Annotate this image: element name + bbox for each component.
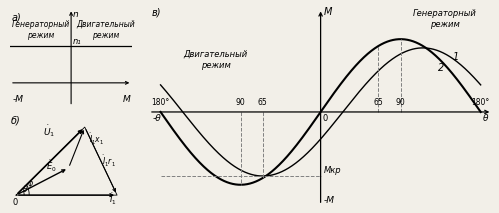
Text: Мкр: Мкр <box>324 166 342 175</box>
Text: М: М <box>122 95 130 104</box>
Text: $\dot{U}_1$: $\dot{U}_1$ <box>43 123 55 139</box>
Text: Двигательный
режим: Двигательный режим <box>184 49 248 70</box>
Text: М: М <box>323 7 332 17</box>
Text: θ: θ <box>22 185 27 194</box>
Text: $\dot{E}_0$: $\dot{E}_0$ <box>46 159 57 174</box>
Text: -М: -М <box>13 95 24 104</box>
Text: 90: 90 <box>396 98 406 107</box>
Text: $\dot{I}_1 r_1$: $\dot{I}_1 r_1$ <box>102 153 116 169</box>
Text: 2: 2 <box>438 63 444 73</box>
Text: Генераторный
режим: Генераторный режим <box>413 9 477 29</box>
Text: в): в) <box>152 7 161 17</box>
Text: Генераторный
режим: Генераторный режим <box>11 20 70 40</box>
Text: 1: 1 <box>452 52 459 62</box>
Text: -М: -М <box>323 196 334 205</box>
Text: $\dot{I}_1 x_1$: $\dot{I}_1 x_1$ <box>89 132 104 147</box>
Text: φ: φ <box>27 179 32 188</box>
Text: 180°: 180° <box>151 98 170 107</box>
Text: 0: 0 <box>12 198 17 207</box>
Text: -θ: -θ <box>153 114 161 123</box>
Text: 65: 65 <box>258 98 267 107</box>
Text: θ: θ <box>483 114 488 123</box>
Text: а): а) <box>12 13 21 23</box>
Text: n₁: n₁ <box>73 37 81 46</box>
Text: 0: 0 <box>322 114 328 123</box>
Text: n: n <box>72 10 78 19</box>
Text: 65: 65 <box>374 98 383 107</box>
Text: $\dot{I}_1$: $\dot{I}_1$ <box>109 191 117 207</box>
Text: б): б) <box>11 115 21 125</box>
Text: Двигательный
режим: Двигательный режим <box>77 20 135 40</box>
Text: 180°: 180° <box>472 98 490 107</box>
Text: 90: 90 <box>236 98 246 107</box>
